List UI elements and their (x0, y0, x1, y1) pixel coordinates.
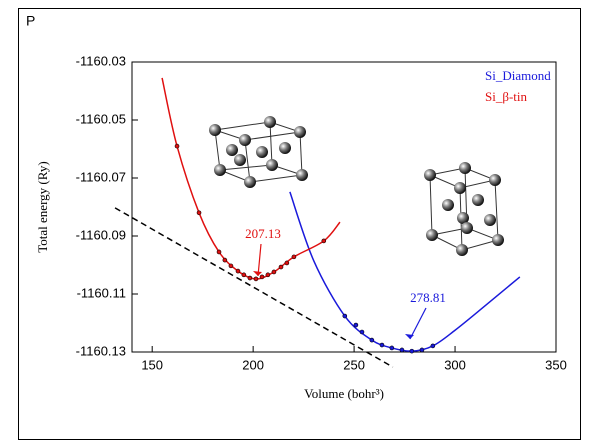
data-point (321, 238, 327, 244)
data-point (216, 249, 222, 255)
data-point (241, 272, 247, 278)
data-point (369, 337, 375, 343)
data-point (265, 272, 271, 278)
data-point (291, 254, 297, 260)
panel-label: P (26, 13, 35, 29)
data-point (271, 269, 277, 275)
legend-entry: Si_β-tin (485, 89, 528, 104)
annotation: 278.81 (410, 290, 446, 305)
y-tick-label: -1160.05 (76, 111, 126, 126)
x-tick-label: 250 (343, 357, 365, 372)
data-point (353, 322, 359, 328)
data-point (342, 313, 348, 319)
y-tick-label: -1160.13 (76, 343, 126, 358)
data-point (278, 264, 284, 270)
x-axis-label: Volume (bohr³) (304, 386, 384, 401)
data-point (389, 345, 395, 351)
crystal-diamond (424, 162, 504, 256)
y-tick-label: -1160.07 (76, 169, 126, 184)
y-tick-label: -1160.03 (76, 53, 126, 68)
y-tick-label: -1160.11 (77, 285, 126, 300)
legend-entry: Si_Diamond (485, 68, 551, 83)
data-point (284, 260, 290, 266)
data-point (235, 268, 241, 274)
crystal-beta-tin (209, 116, 308, 188)
arrow-head (253, 271, 262, 276)
data-point (409, 348, 415, 354)
annotation-arrow (257, 243, 262, 277)
plot-area (131, 61, 557, 353)
arrow-head (405, 334, 414, 339)
tangent-line (114, 207, 394, 368)
data-point (419, 347, 425, 353)
x-tick-label: 200 (242, 357, 264, 372)
x-tick-label: 350 (545, 357, 567, 372)
annotation-arrow (409, 307, 427, 340)
data-point (399, 347, 405, 353)
data-point (430, 343, 436, 349)
data-point (379, 342, 385, 348)
data-point (259, 274, 265, 280)
annotation: 207.13 (245, 226, 281, 241)
y-tick-label: -1160.09 (76, 227, 126, 242)
frame (18, 8, 581, 440)
data-point (253, 276, 259, 282)
y-axis-label: Total energy (Ry) (35, 161, 50, 252)
x-tick-label: 150 (141, 357, 163, 372)
data-point (359, 329, 365, 335)
data-point (247, 275, 253, 281)
data-point (228, 263, 234, 269)
x-tick-label: 300 (444, 357, 466, 372)
data-point (174, 143, 180, 149)
data-point (196, 210, 202, 216)
data-point (222, 257, 228, 263)
